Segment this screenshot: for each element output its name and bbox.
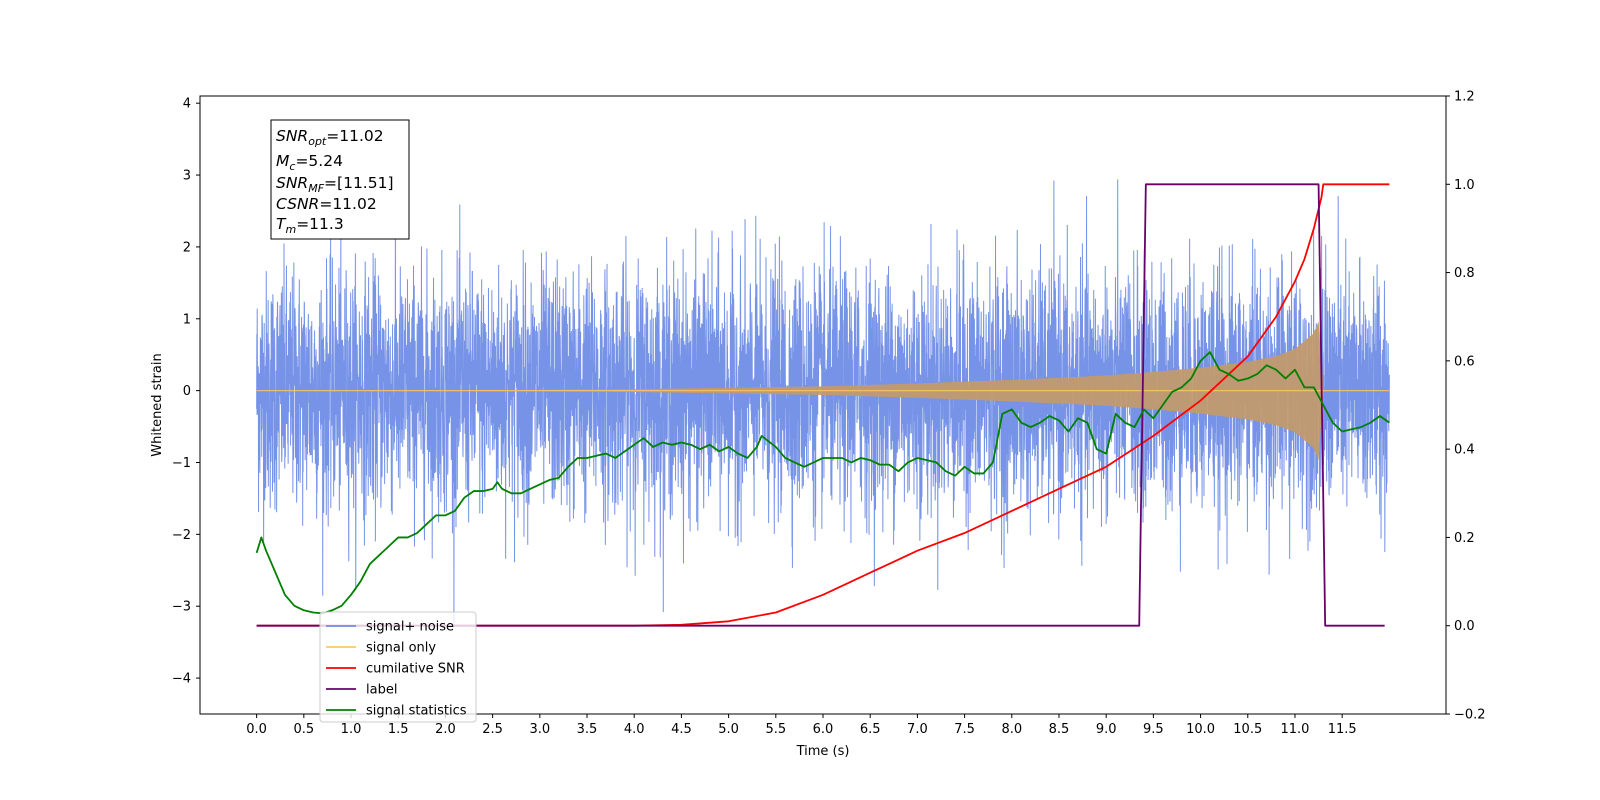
x-tick-label-7: 3.5: [577, 722, 598, 737]
series-signal-noise: [256, 179, 1390, 628]
x-tick-label-12: 6.0: [813, 722, 834, 737]
ticks-layer: 0.0 0.5 1.0 1.5 2.0 2.5 3.0 3.5 4.0 4.5 5.0 5.5 6.0 6…: [172, 90, 1486, 738]
legend-label-1: signal only: [366, 641, 436, 656]
x-tick-label-23: 11.5: [1328, 722, 1357, 737]
y-right-tick-label-1: 1.0: [1454, 178, 1475, 193]
y-left-tick-label-8: −4: [172, 672, 191, 687]
y-right-tick-label-5: 0.2: [1454, 531, 1475, 546]
y-right-tick-label-3: 0.6: [1454, 354, 1475, 369]
x-tick-label-3: 1.5: [388, 722, 409, 737]
series-layer: [255, 179, 1390, 628]
y-left-tick-label-0: 4: [183, 97, 191, 112]
legend-label-2: cumilative SNR: [366, 662, 465, 677]
x-tick-label-10: 5.0: [718, 722, 739, 737]
series-label: [256, 183, 1385, 627]
y-right-tick-label-0: 1.2: [1454, 90, 1475, 105]
x-tick-label-6: 3.0: [529, 722, 550, 737]
x-tick-label-13: 6.5: [860, 722, 881, 737]
x-tick-label-8: 4.0: [624, 722, 645, 737]
x-tick-label-9: 4.5: [671, 722, 692, 737]
info-box: SNRopt=11.02 Mc=5.24 SNRMF=[11.51] CSNR=…: [270, 119, 410, 240]
series-signal-statistics: [255, 351, 1390, 615]
x-tick-label-18: 9.0: [1096, 722, 1117, 737]
x-tick-label-14: 7.0: [907, 722, 928, 737]
y-left-tick-label-6: −2: [172, 528, 191, 543]
x-tick-label-4: 2.0: [435, 722, 456, 737]
info-mc: Mc=5.24: [276, 152, 343, 173]
x-tick-label-19: 9.5: [1143, 722, 1164, 737]
y-right-tick-label-7: −0.2: [1454, 708, 1486, 723]
x-tick-label-21: 10.5: [1233, 722, 1262, 737]
info-box-frame: [270, 119, 410, 240]
y-left-tick-label-4: 0: [183, 384, 191, 399]
legend-items: signal+ noise signal only cumilative SNR la…: [326, 620, 467, 719]
x-tick-label-22: 11.0: [1280, 722, 1309, 737]
x-tick-label-2: 1.0: [341, 722, 362, 737]
x-tick-label-17: 8.5: [1049, 722, 1070, 737]
legend-label-3: label: [366, 683, 397, 698]
info-csnr: CSNR=11.02: [276, 195, 377, 213]
info-snr-opt: SNRopt=11.02: [276, 127, 384, 148]
x-tick-label-16: 8.0: [1001, 722, 1022, 737]
x-tick-label-5: 2.5: [482, 722, 503, 737]
x-tick-label-1: 0.5: [293, 722, 314, 737]
info-tm: Tm=11.3: [276, 215, 344, 236]
y-axis-label: Whitened strain: [150, 353, 165, 456]
x-tick-label-11: 5.5: [765, 722, 786, 737]
legend-frame: [319, 611, 477, 723]
legend: signal+ noise signal only cumilative SNR la…: [319, 611, 477, 723]
y-left-tick-label-1: 3: [183, 169, 191, 184]
x-tick-label-15: 7.5: [954, 722, 975, 737]
y-right-tick-label-4: 0.4: [1454, 443, 1475, 458]
y-right-tick-label-2: 0.8: [1454, 266, 1475, 281]
series-cumulative-snr: [256, 183, 1390, 627]
info-snr-mf: SNRMF=[11.51]: [276, 174, 394, 195]
y-right-tick-label-6: 0.0: [1454, 619, 1475, 634]
y-left-tick-label-7: −3: [172, 600, 191, 615]
legend-label-4: signal statistics: [366, 704, 467, 719]
x-axis-label: Time (s): [796, 744, 850, 759]
y-left-tick-label-2: 2: [183, 240, 191, 255]
x-tick-label-20: 10.0: [1186, 722, 1215, 737]
legend-label-0: signal+ noise: [366, 620, 454, 635]
y-left-tick-label-3: 1: [183, 312, 191, 327]
y-left-tick-label-5: −1: [172, 456, 191, 471]
x-tick-label-0: 0.0: [246, 722, 267, 737]
